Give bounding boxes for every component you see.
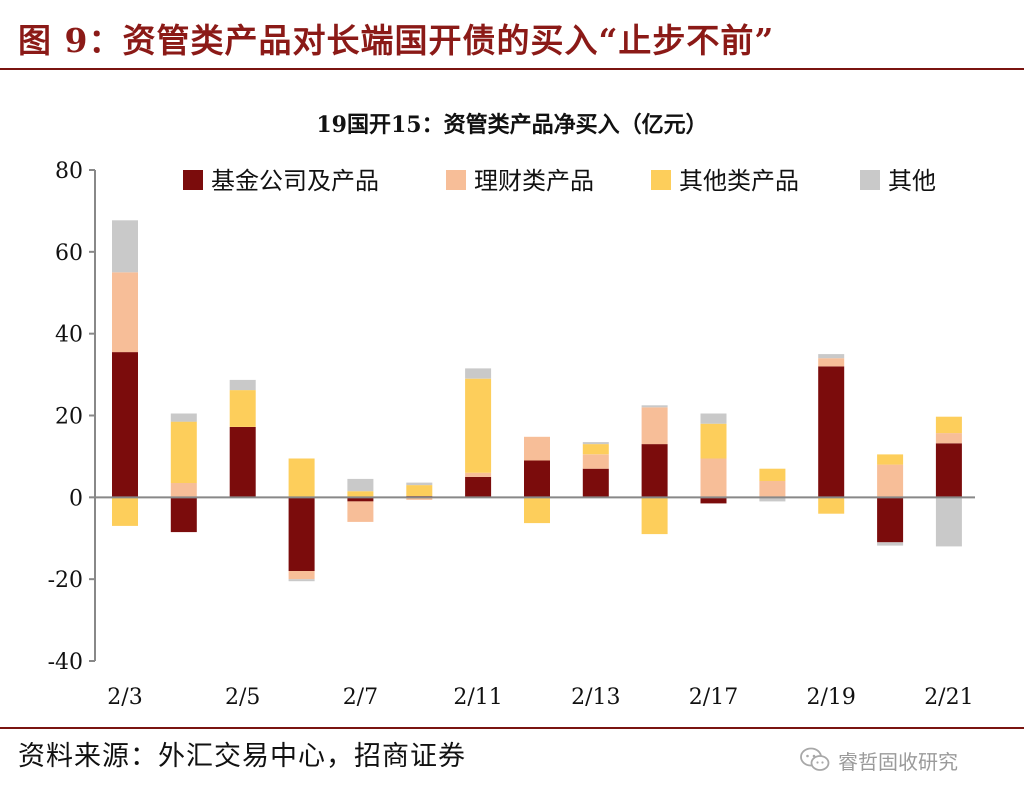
bar-segment (641, 497, 668, 535)
legend-item: 基金公司及产品 (183, 167, 379, 195)
bar-segment (818, 497, 845, 514)
wechat-icon (800, 747, 830, 771)
y-tick-label: 60 (55, 241, 83, 266)
chart-area: 19国开15：资管类产品净买入（亿元） 基金公司及产品 理财类产品 其他类产品 其他 … (0, 72, 1024, 726)
bar-segment (818, 366, 845, 498)
bar-segment (877, 464, 904, 498)
x-tick-label: 2/17 (689, 685, 738, 710)
bar-segment (229, 390, 256, 427)
y-tick-label: 0 (69, 486, 83, 511)
legend-swatch (446, 170, 466, 190)
bar-segment (935, 416, 962, 434)
legend-item: 理财类产品 (446, 167, 594, 195)
bar-segment (582, 444, 609, 455)
bar-segment (465, 368, 492, 379)
x-tick-label: 2/11 (453, 685, 502, 710)
bar-segment (524, 460, 550, 498)
bar-segment (582, 442, 609, 445)
watermark-text: 睿哲固收研究 (838, 749, 958, 774)
chart-title: 19国开15：资管类产品净买入（亿元） (316, 112, 707, 138)
bar-segment (524, 436, 550, 461)
bar-segment (112, 272, 138, 353)
y-tick-label: -40 (48, 650, 83, 675)
y-tick-label: -20 (48, 568, 83, 593)
bar-segment (347, 501, 374, 522)
bar-segment (112, 497, 138, 526)
bar-segment (759, 481, 786, 498)
bar-segment (641, 405, 668, 408)
bar-segment (700, 413, 727, 424)
legend-item: 其他类产品 (651, 167, 799, 195)
bar-segment (112, 352, 138, 498)
footer-rule (0, 727, 1024, 729)
legend-item: 其他 (860, 167, 936, 195)
bar-segment (935, 443, 962, 498)
bar-segment (288, 458, 315, 498)
bar-segment (288, 579, 315, 582)
bar-segment (700, 423, 727, 459)
bar-segment (582, 468, 609, 498)
bar-segment (229, 379, 256, 391)
bar-segment (170, 483, 197, 498)
bar-segment (465, 378, 492, 473)
y-tick-label: 80 (55, 159, 83, 184)
legend-swatch (651, 170, 671, 190)
bar-segment (347, 478, 374, 492)
bar-segment (877, 497, 904, 543)
y-tick-label: 20 (55, 405, 83, 430)
watermark: 睿哲固收研究 (800, 742, 958, 778)
bar-segment (524, 497, 550, 524)
x-tick-label: 2/5 (225, 685, 260, 710)
bar-segment (877, 454, 904, 465)
bar-segment (700, 497, 727, 504)
bar-segment (818, 354, 845, 359)
bar-segment (170, 497, 197, 533)
chart-legend: 基金公司及产品 理财类产品 其他类产品 其他 (183, 167, 936, 195)
bar-segment (406, 482, 433, 486)
bar-segment (112, 220, 138, 273)
legend-swatch (183, 170, 203, 190)
bar-segment (465, 476, 492, 498)
legend-label: 基金公司及产品 (211, 167, 379, 195)
bar-segment (406, 497, 433, 500)
bar-segment (229, 427, 256, 498)
bar-layer (112, 220, 962, 582)
x-tick-label: 2/19 (806, 685, 855, 710)
bar-segment (641, 444, 668, 498)
bar-segment (818, 358, 845, 367)
bar-segment (759, 497, 786, 502)
x-tick-label: 2/7 (343, 685, 378, 710)
bar-segment (347, 491, 374, 498)
bar-segment (170, 413, 197, 422)
x-tick-label: 2/3 (107, 685, 142, 710)
bar-segment (170, 421, 197, 483)
y-tick-label: 40 (55, 323, 83, 348)
bar-segment (465, 472, 492, 477)
axes: 80 60 40 20 0 -20 -40 2/3 2/5 2/7 2/11 2/13 2/17 2/19… (48, 159, 975, 710)
bar-segment (288, 571, 315, 580)
bar-segment (641, 407, 668, 445)
bar-segment (935, 433, 962, 444)
bar-segment (288, 497, 315, 571)
figure-title: 图 9：资管类产品对长端国开债的买入“止步不前” (18, 21, 775, 60)
legend-label: 理财类产品 (474, 167, 594, 195)
x-tick-label: 2/21 (924, 685, 973, 710)
bar-segment (935, 497, 962, 547)
stacked-bar-chart: 19国开15：资管类产品净买入（亿元） 基金公司及产品 理财类产品 其他类产品 其他 … (48, 112, 975, 710)
bar-segment (406, 485, 433, 497)
source-note: 资料来源：外汇交易中心，招商证券 (18, 741, 466, 772)
legend-label: 其他 (888, 167, 936, 195)
bar-segment (877, 542, 904, 546)
legend-label: 其他类产品 (679, 167, 799, 195)
bar-segment (759, 468, 786, 481)
figure-header: 图 9：资管类产品对长端国开债的买入“止步不前” (0, 0, 1024, 72)
bar-segment (582, 454, 609, 469)
bar-segment (700, 458, 727, 498)
header-rule (0, 68, 1024, 70)
bar-segment (347, 497, 374, 502)
legend-swatch (860, 170, 880, 190)
x-tick-label: 2/13 (571, 685, 620, 710)
